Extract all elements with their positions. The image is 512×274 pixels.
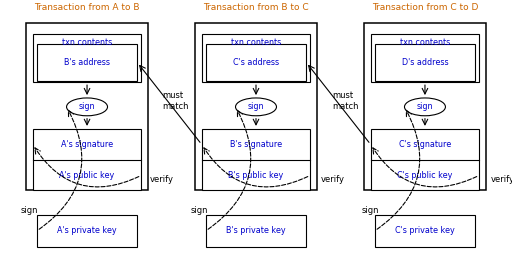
Text: sign: sign [20, 207, 38, 215]
Bar [364, 23, 486, 190]
Text: Transaction from A to B: Transaction from A to B [34, 3, 140, 12]
Text: B's address: B's address [64, 58, 110, 67]
Bar [33, 129, 141, 190]
Text: B's public key: B's public key [228, 171, 284, 180]
Text: sign: sign [79, 102, 95, 111]
Text: verify: verify [150, 175, 174, 184]
Text: sign: sign [248, 102, 264, 111]
Ellipse shape [67, 98, 108, 116]
Bar [206, 44, 306, 81]
Bar [206, 215, 306, 247]
Text: Transaction from B to C: Transaction from B to C [203, 3, 309, 12]
Text: C's private key: C's private key [395, 226, 455, 235]
Bar [26, 23, 148, 190]
Bar [37, 215, 137, 247]
Text: verify: verify [321, 175, 345, 184]
Bar [202, 129, 310, 190]
Ellipse shape [236, 98, 276, 116]
Text: must
match: must match [332, 91, 359, 112]
Text: sign: sign [361, 207, 379, 215]
Text: C's signature: C's signature [399, 140, 451, 149]
Bar [375, 215, 475, 247]
Text: txn contents: txn contents [400, 38, 450, 47]
Bar [195, 23, 317, 190]
Bar [371, 34, 479, 82]
Text: sign: sign [417, 102, 433, 111]
Text: txn contents: txn contents [62, 38, 112, 47]
Bar [37, 44, 137, 81]
Text: txn contents: txn contents [231, 38, 281, 47]
Ellipse shape [404, 98, 445, 116]
Text: A's signature: A's signature [61, 140, 113, 149]
Text: Transaction from C to D: Transaction from C to D [372, 3, 478, 12]
Text: B's private key: B's private key [226, 226, 286, 235]
Text: C's public key: C's public key [397, 171, 453, 180]
Text: D's address: D's address [401, 58, 449, 67]
Text: verify: verify [490, 175, 512, 184]
Text: sign: sign [191, 207, 208, 215]
Bar [33, 34, 141, 82]
Bar [371, 129, 479, 190]
Text: A's public key: A's public key [59, 171, 115, 180]
Text: must
match: must match [162, 91, 188, 112]
Bar [202, 34, 310, 82]
Bar [375, 44, 475, 81]
Text: C's address: C's address [233, 58, 279, 67]
Text: A's private key: A's private key [57, 226, 117, 235]
Text: B's signature: B's signature [230, 140, 282, 149]
